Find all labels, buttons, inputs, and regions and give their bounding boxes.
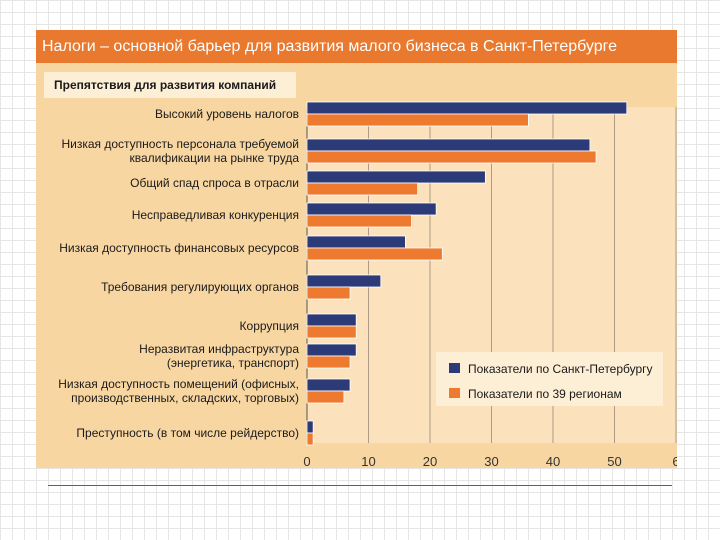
bar-spb (306, 343, 357, 357)
category-label: Общий спад спроса в отрасли (130, 176, 299, 190)
x-tick-label: 40 (546, 454, 560, 468)
bar-39-regions (306, 182, 419, 196)
chart-subtitle: Препятствия для развития компаний (44, 72, 296, 98)
bar-39-regions (306, 286, 351, 300)
category-label: Неразвитая инфраструктура (139, 342, 299, 356)
bar-spb (306, 170, 486, 184)
x-tick-label: 6 (672, 454, 677, 468)
x-tick-label: 0 (303, 454, 310, 468)
bar-39-regions (306, 150, 597, 164)
category-label: Низкая доступность персонала требуемой (61, 137, 299, 151)
legend-label: Показатели по 39 регионам (468, 387, 622, 401)
category-label: Несправедливая конкуренция (132, 208, 299, 222)
bar-39-regions (306, 247, 443, 261)
legend-swatch-39-regions (449, 388, 460, 398)
category-label: Низкая доступность финансовых ресурсов (59, 241, 299, 255)
bar-spb (306, 235, 406, 249)
bar-39-regions (306, 325, 357, 339)
chart-figure: Налоги – основной барьер для развития ма… (36, 30, 677, 468)
bar-spb (306, 274, 382, 288)
bar-39-regions (306, 113, 529, 127)
bar-spb (306, 420, 314, 434)
chart-title: Налоги – основной барьер для развития ма… (36, 30, 677, 63)
x-tick-label: 10 (361, 454, 375, 468)
category-label: производственных, складских, торговых) (71, 391, 299, 405)
legend-swatch-spb (449, 363, 460, 373)
bar-spb (306, 378, 351, 392)
category-label: Преступность (в том числе рейдерство) (76, 426, 299, 440)
bar-spb (306, 202, 437, 216)
x-tick-label: 50 (607, 454, 621, 468)
bar-chart: 0 10 20 30 40 50 6 Высокий уровень налогов Низка… (58, 101, 677, 468)
bar-39-regions (306, 432, 314, 446)
x-tick-label: 20 (423, 454, 437, 468)
bar-39-regions (306, 355, 351, 369)
x-tick-label: 30 (484, 454, 498, 468)
category-label: Коррупция (240, 319, 299, 333)
category-label: (энергетика, транспорт) (167, 356, 299, 370)
category-label: квалификации на рынке труда (129, 151, 299, 165)
bar-39-regions (306, 214, 412, 228)
bar-spb (306, 138, 591, 152)
bottom-divider (48, 485, 672, 486)
bar-spb (306, 101, 628, 115)
legend-box (436, 352, 663, 406)
bar-39-regions (306, 390, 345, 404)
category-label: Требования регулирующих органов (101, 280, 299, 294)
legend-label: Показатели по Санкт-Петербургу (468, 362, 653, 376)
category-label: Высокий уровень налогов (155, 107, 299, 121)
bar-spb (306, 313, 357, 327)
category-label: Низкая доступность помещений (офисных, (58, 377, 299, 391)
